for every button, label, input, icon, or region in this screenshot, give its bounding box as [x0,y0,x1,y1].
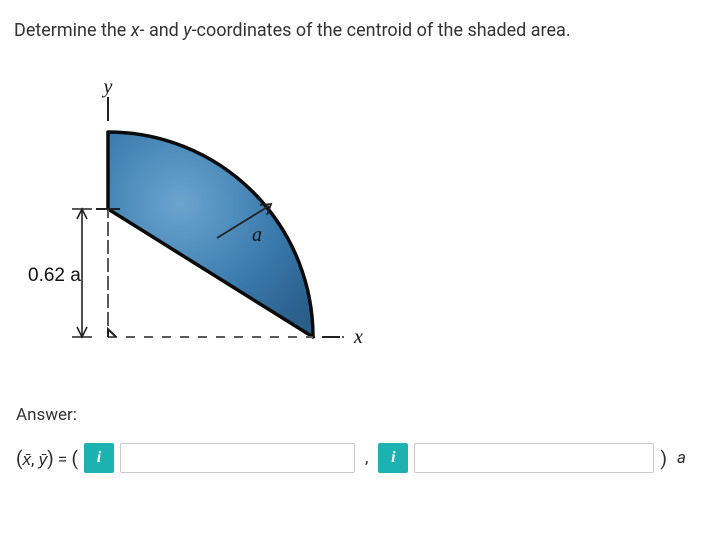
figure: y x a 0.62 a [22,71,382,381]
xbar-symbol: x̄ [23,450,32,470]
answer-heading: Answer: [16,405,707,425]
separator: , [361,448,372,468]
x-axis-label: x [353,326,363,348]
y-centroid-input[interactable] [414,443,654,473]
dimension-label: 0.62 a [28,265,81,286]
info-icon[interactable]: i [84,443,114,473]
closing-paren: ) [660,447,667,470]
q-prefix: Determine the [14,20,131,41]
q-var-y: y [183,20,191,41]
q-suffix: -coordinates of the centroid of the shad… [192,20,571,41]
unit-label: a [677,448,686,468]
info-icon[interactable]: i [378,443,408,473]
radius-label: a [252,224,262,246]
y-axis-label: y [102,76,113,98]
answer-row: (x̄, ȳ) = ( i , i ) a [16,443,707,473]
q-mid: - and [140,20,184,41]
ybar-symbol: ȳ [39,450,48,470]
question-text: Determine the x- and y-coordinates of th… [14,18,707,43]
x-centroid-input[interactable] [120,443,355,473]
answer-lhs: (x̄, ȳ) = ( [16,447,78,470]
q-var-x: x [131,20,140,41]
